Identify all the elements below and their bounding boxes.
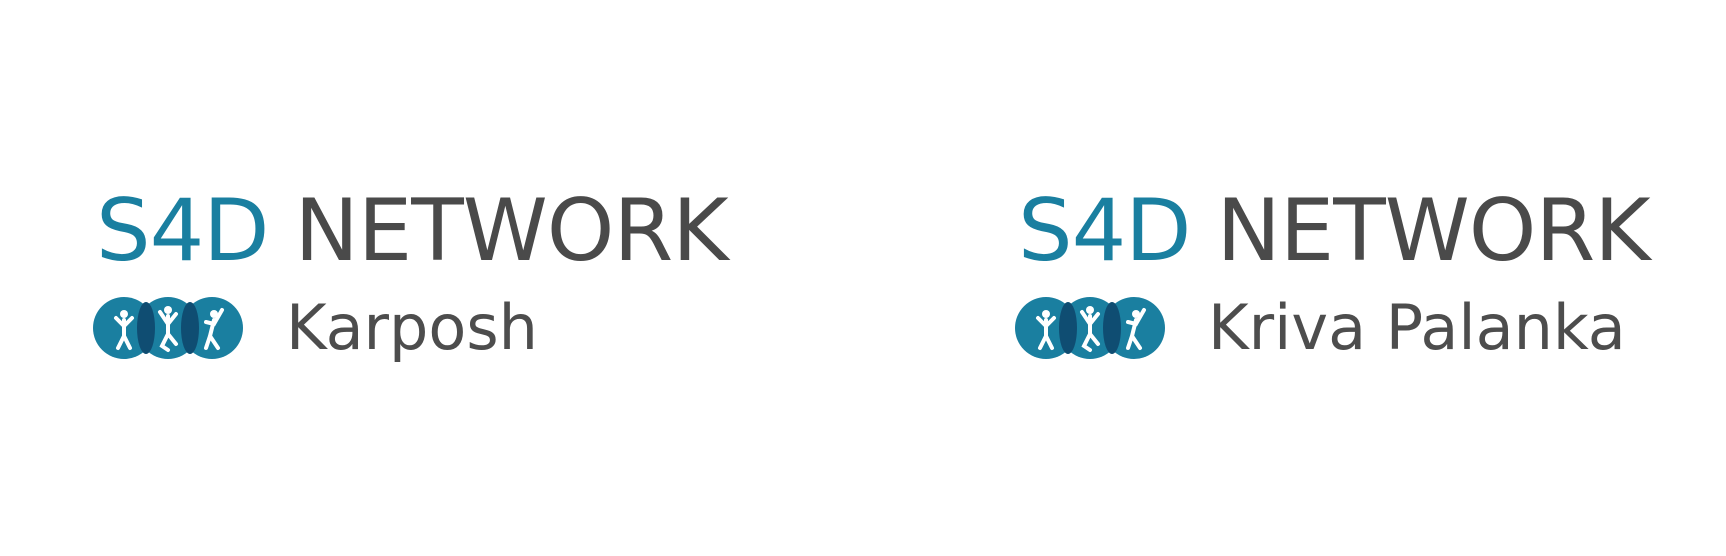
logo-branch: Karposh: [286, 291, 538, 364]
logo-title: S4D NETWORK: [1018, 188, 1651, 274]
people-circles-icon: [93, 297, 243, 359]
logo-branch: Kriva Palanka: [1208, 291, 1626, 364]
logo-prefix: S4D: [1018, 181, 1192, 281]
logo-network: NETWORK: [1216, 181, 1651, 281]
logo-karposh: S4D NETWORK Karposh: [93, 188, 729, 364]
logo-network: NETWORK: [294, 181, 729, 281]
logo-subrow: Karposh: [93, 291, 728, 364]
people-circles-icon: [1015, 297, 1165, 359]
logo-subrow: Kriva Palanka: [1015, 291, 1650, 364]
logo-prefix: S4D: [96, 181, 270, 281]
logo-kriva-palanka: S4D NETWORK Kriva Palanka: [1015, 188, 1651, 364]
logo-title: S4D NETWORK: [96, 188, 729, 274]
